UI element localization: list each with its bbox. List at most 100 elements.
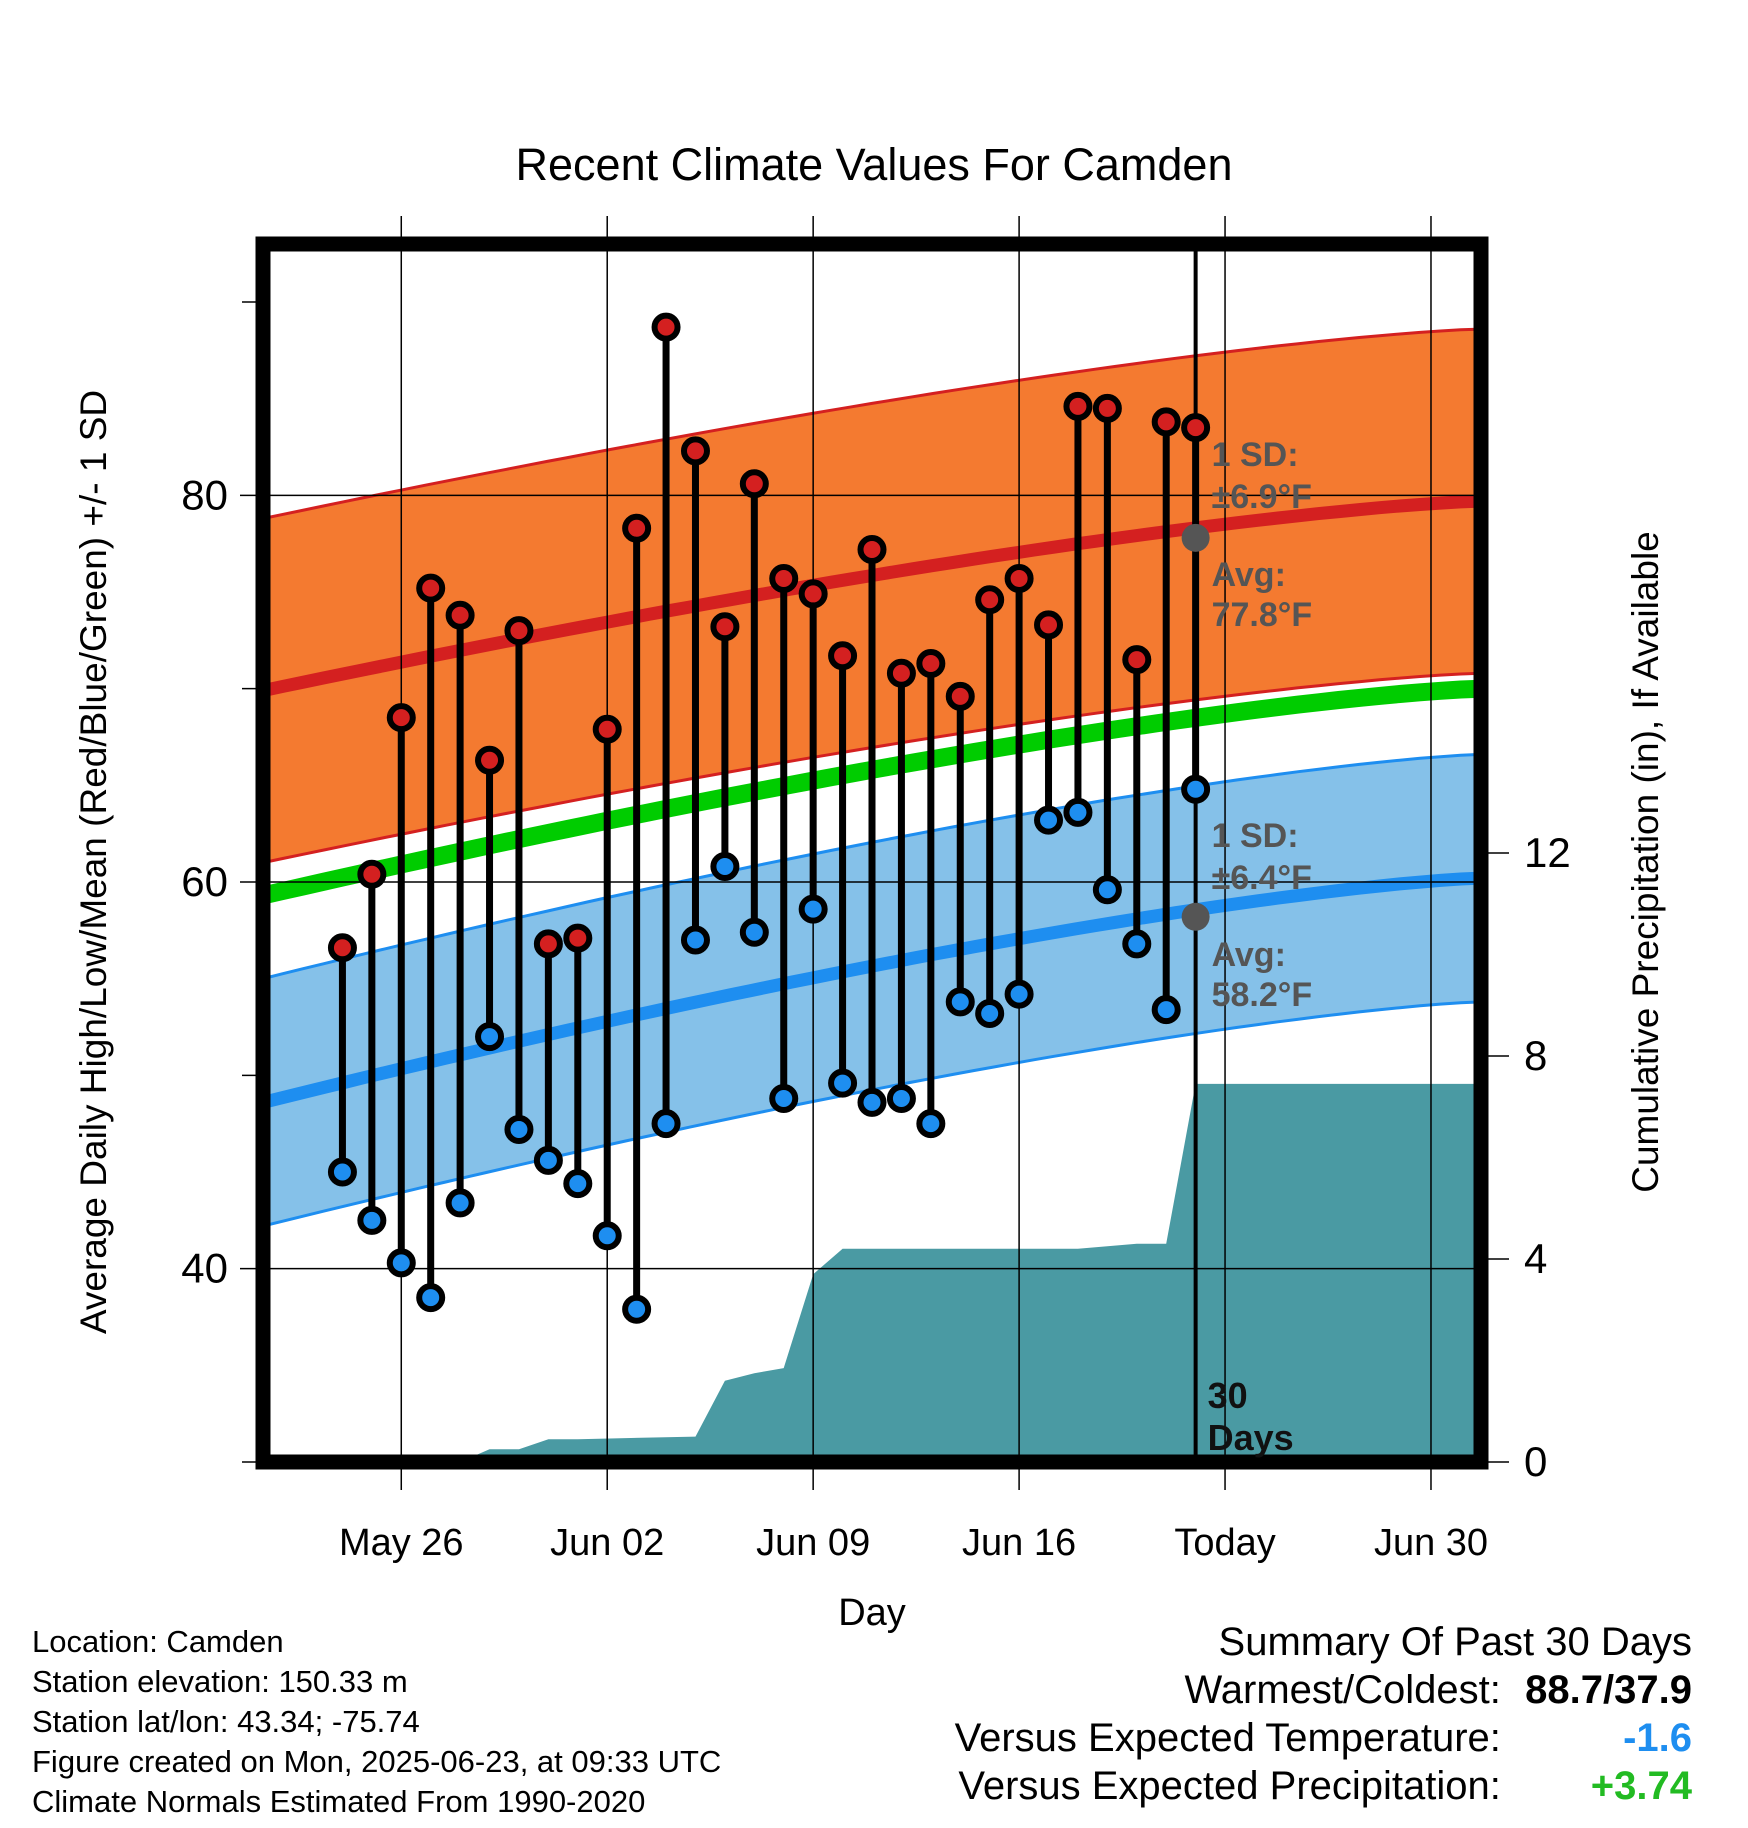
daily-high-point: [445, 600, 475, 630]
daily-low-point: [651, 1109, 681, 1139]
daily-low-point: [445, 1188, 475, 1218]
high-avg-title: Avg:: [1212, 556, 1286, 594]
daily-high-point: [386, 703, 416, 733]
normals-text: Climate Normals Estimated From 1990-2020: [32, 1784, 646, 1819]
summary-panel: Summary Of Past 30 Days Warmest/Coldest:…: [955, 1618, 1692, 1810]
daily-high-point: [327, 933, 357, 963]
daily-low-point: [416, 1283, 446, 1313]
y2-tick-label: 4: [1524, 1235, 1547, 1282]
daily-high-point: [592, 714, 622, 744]
daily-low-point: [886, 1084, 916, 1114]
daily-high-point: [1034, 610, 1064, 640]
daily-high-point: [680, 436, 710, 466]
daily-high-point: [416, 573, 446, 603]
daily-low-point: [857, 1087, 887, 1117]
period-label-days: Days: [1208, 1417, 1294, 1458]
warmest-label: Warmest/Coldest:: [1184, 1668, 1501, 1712]
summary-precip-row: Versus Expected Precipitation: +3.74: [955, 1762, 1692, 1810]
high-band-upper: [263, 327, 1481, 520]
daily-high-point: [622, 513, 652, 543]
high-sd-value: ±6.9°F: [1212, 478, 1312, 516]
y-axis-label: Average Daily High/Low/Mean (Red/Blue/Gr…: [73, 390, 114, 1334]
daily-high-point: [1004, 563, 1034, 593]
daily-high-point: [357, 859, 387, 889]
daily-low-point: [386, 1248, 416, 1278]
daily-low-point: [1034, 805, 1064, 835]
summary-warmest-row: Warmest/Coldest: 88.7/37.9: [955, 1666, 1693, 1714]
daily-low-point: [475, 1022, 505, 1052]
x-axis-label: Day: [838, 1592, 906, 1634]
elevation-text: Station elevation: 150.33 m: [32, 1664, 408, 1699]
created-text: Figure created on Mon, 2025-06-23, at 09…: [32, 1744, 722, 1779]
daily-low-point: [563, 1169, 593, 1199]
daily-high-point: [563, 923, 593, 953]
daily-high-point: [1063, 391, 1093, 421]
precip-value: +3.74: [1590, 1764, 1692, 1808]
y2-tick-label: 0: [1524, 1438, 1547, 1485]
daily-high-point: [710, 612, 740, 642]
x-tick-label: May 26: [339, 1522, 464, 1564]
daily-high-point: [886, 658, 916, 688]
x-tick-label: Jun 16: [962, 1522, 1076, 1564]
low-sd-value: ±6.4°F: [1212, 859, 1312, 897]
y2-tick-label: 12: [1524, 829, 1571, 876]
daily-high-point: [857, 534, 887, 564]
x-tick-label: Today: [1174, 1522, 1275, 1564]
daily-high-point: [945, 681, 975, 711]
precip-label: Versus Expected Precipitation:: [958, 1764, 1501, 1808]
daily-low-point: [1122, 929, 1152, 959]
daily-low-point: [680, 925, 710, 955]
warmest-value: 88.7/37.9: [1525, 1668, 1692, 1712]
daily-high-point: [769, 563, 799, 593]
daily-low-point: [327, 1157, 357, 1187]
chart-title: Recent Climate Values For Camden: [516, 139, 1233, 190]
x-tick-label: Jun 02: [550, 1522, 664, 1564]
daily-low-point: [739, 917, 769, 947]
daily-low-point: [1004, 979, 1034, 1009]
daily-low-point: [1151, 995, 1181, 1025]
location-text: Location: Camden: [32, 1624, 284, 1659]
daily-high-point: [916, 649, 946, 679]
daily-low-point: [916, 1109, 946, 1139]
x-tick-label: Jun 09: [756, 1522, 870, 1564]
daily-low-point: [592, 1221, 622, 1251]
plot-frame: [255, 236, 1489, 1470]
temp-value: -1.6: [1623, 1716, 1692, 1760]
daily-low-point: [828, 1068, 858, 1098]
daily-high-point: [798, 579, 828, 609]
daily-low-point: [622, 1294, 652, 1324]
daily-high-point: [1092, 393, 1122, 423]
temp-label: Versus Expected Temperature:: [954, 1716, 1501, 1760]
y2-axis-label: Cumulative Precipitation (in), If Availa…: [1625, 531, 1666, 1193]
daily-high-point: [1181, 413, 1211, 443]
daily-high-point: [1122, 645, 1152, 675]
summary-temp-row: Versus Expected Temperature: -1.6: [955, 1714, 1692, 1762]
summary-title: Summary Of Past 30 Days: [1218, 1620, 1692, 1664]
x-tick-label: Jun 30: [1374, 1522, 1488, 1564]
low-avg-value: 58.2°F: [1212, 976, 1313, 1014]
daily-high-point: [533, 929, 563, 959]
daily-low-point: [769, 1084, 799, 1114]
y-tick-label: 60: [181, 858, 228, 905]
daily-high-point: [504, 616, 534, 646]
daily-low-point: [1181, 774, 1211, 804]
daily-high-point: [739, 469, 769, 499]
station-info: Location: Camden Station elevation: 150.…: [32, 1622, 721, 1822]
daily-low-point: [945, 987, 975, 1017]
y2-tick-label: 8: [1524, 1032, 1547, 1079]
high-avg-value: 77.8°F: [1212, 596, 1313, 634]
daily-low-point: [533, 1145, 563, 1175]
daily-low-point: [798, 894, 828, 924]
daily-high-point: [828, 641, 858, 671]
low-avg-title: Avg:: [1212, 936, 1286, 974]
low-sd-title: 1 SD:: [1212, 817, 1299, 855]
latlon-text: Station lat/lon: 43.34; -75.74: [32, 1704, 420, 1739]
daily-high-point: [1151, 407, 1181, 437]
today-low-avg-marker: [1181, 902, 1210, 931]
y-tick-label: 40: [181, 1245, 228, 1292]
daily-low-point: [1063, 797, 1093, 827]
daily-high-point: [975, 585, 1005, 615]
y-tick-label: 80: [181, 471, 228, 518]
daily-low-point: [504, 1114, 534, 1144]
